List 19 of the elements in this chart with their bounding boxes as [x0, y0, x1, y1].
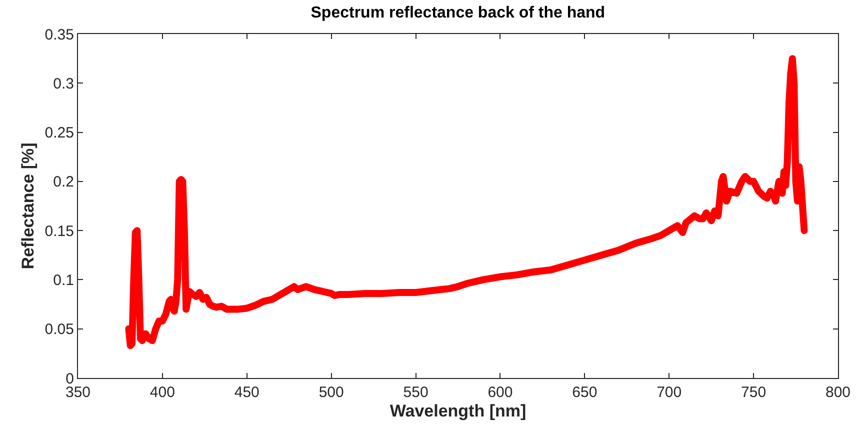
- x-tick-label: 550: [403, 384, 428, 401]
- x-tick-label: 600: [488, 384, 513, 401]
- x-tick-label: 700: [656, 384, 682, 401]
- y-tick-label: 0.35: [44, 26, 74, 44]
- x-tick-label: 650: [572, 384, 598, 401]
- x-tick-label: 400: [150, 384, 175, 401]
- y-tick-label: 0.25: [44, 124, 74, 142]
- y-tick-label: 0.2: [53, 174, 74, 191]
- y-tick-label: 0.15: [44, 222, 74, 240]
- y-axis-title: Reflectance [%]: [18, 142, 38, 270]
- x-tick-label: 500: [318, 384, 344, 401]
- y-tick-label: 0.3: [53, 75, 74, 92]
- x-tick-label: 750: [741, 384, 766, 401]
- x-axis-title: Wavelength [nm]: [390, 401, 526, 420]
- x-tick-label: 450: [234, 384, 260, 401]
- chart-title: Spectrum reflectance back of the hand: [310, 4, 606, 22]
- y-tick-label: 0.1: [53, 272, 74, 289]
- y-tick-label: 0.05: [44, 321, 74, 338]
- x-tick-label: 800: [825, 384, 851, 401]
